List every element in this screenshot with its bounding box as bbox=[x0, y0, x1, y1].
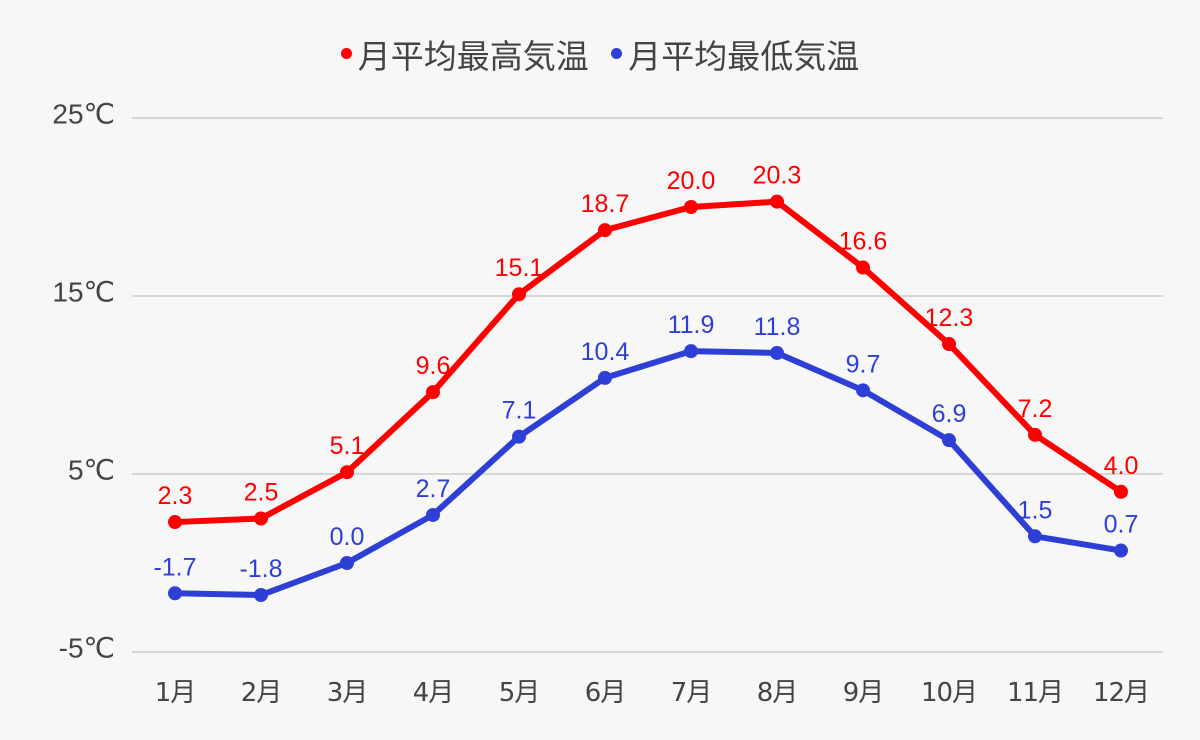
data-label: 11.8 bbox=[754, 313, 801, 341]
data-label: 9.6 bbox=[416, 352, 451, 380]
x-tick-label: 1月 bbox=[154, 678, 197, 708]
series-low: -1.7 -1.8 0.0 2.7 7.1 10.4 11.9 11.8 9.7 6.9 1.5 0.… bbox=[153, 311, 1139, 603]
data-label: 18.7 bbox=[581, 190, 630, 218]
legend-item-high[interactable]: 月平均最高気温 bbox=[340, 30, 589, 78]
data-label: 20.0 bbox=[667, 167, 716, 195]
data-point[interactable] bbox=[598, 370, 612, 385]
data-point[interactable] bbox=[856, 260, 870, 275]
data-point[interactable] bbox=[168, 586, 182, 601]
data-label: 11.9 bbox=[668, 311, 715, 339]
data-point[interactable] bbox=[770, 194, 784, 209]
x-tick-label: 2月 bbox=[240, 678, 283, 708]
data-label: 9.7 bbox=[846, 350, 881, 378]
data-label: 0.0 bbox=[330, 523, 365, 551]
data-label: 7.2 bbox=[1018, 395, 1053, 423]
x-tick-label: 8月 bbox=[756, 678, 799, 708]
data-point[interactable] bbox=[168, 515, 182, 530]
data-point[interactable] bbox=[512, 287, 526, 302]
data-point[interactable] bbox=[1028, 427, 1042, 442]
data-label: -1.7 bbox=[153, 553, 196, 581]
data-label: 2.5 bbox=[244, 479, 279, 507]
legend-dot-low-icon bbox=[611, 48, 623, 59]
data-point[interactable] bbox=[942, 433, 956, 448]
series-high: 2.3 2.5 5.1 9.6 15.1 18.7 20.0 20.3 16.6 12.3 7.2 4… bbox=[158, 162, 1139, 530]
data-label: 1.5 bbox=[1018, 496, 1053, 524]
y-tick-label: 15℃ bbox=[52, 276, 115, 308]
data-point[interactable] bbox=[512, 429, 526, 444]
legend-label-low: 月平均最低気温 bbox=[628, 36, 860, 76]
data-label: 5.1 bbox=[330, 432, 365, 460]
x-tick-label: 9月 bbox=[842, 678, 885, 708]
data-label: -1.8 bbox=[239, 555, 282, 583]
data-label: 4.0 bbox=[1104, 452, 1139, 480]
data-label: 16.6 bbox=[839, 228, 888, 256]
data-point[interactable] bbox=[684, 344, 698, 359]
data-label: 7.1 bbox=[502, 397, 537, 425]
data-label: 10.4 bbox=[581, 338, 630, 366]
data-label: 2.7 bbox=[416, 475, 451, 503]
data-point[interactable] bbox=[1114, 484, 1128, 499]
data-label: 0.7 bbox=[1104, 511, 1139, 539]
x-tick-label: 4月 bbox=[412, 678, 455, 708]
data-point[interactable] bbox=[426, 507, 440, 522]
data-label: 20.3 bbox=[753, 162, 802, 190]
data-point[interactable] bbox=[1114, 543, 1128, 558]
data-point[interactable] bbox=[1028, 529, 1042, 544]
x-tick-label: 11月 bbox=[1006, 678, 1064, 708]
data-point[interactable] bbox=[684, 200, 698, 214]
data-point[interactable] bbox=[340, 556, 354, 570]
data-point[interactable] bbox=[942, 337, 956, 352]
data-label: 2.3 bbox=[158, 482, 193, 510]
data-point[interactable] bbox=[426, 385, 440, 400]
x-tick-label: 7月 bbox=[670, 678, 713, 708]
y-tick-label: 5℃ bbox=[67, 454, 115, 486]
data-point[interactable] bbox=[340, 465, 354, 480]
data-point[interactable] bbox=[254, 511, 268, 526]
legend-label-high: 月平均最高気温 bbox=[357, 36, 589, 76]
x-tick-label: 3月 bbox=[326, 678, 369, 708]
legend: 月平均最高気温 月平均最低気温 bbox=[0, 28, 1200, 78]
y-tick-label: -5℃ bbox=[58, 632, 115, 664]
data-label: 15.1 bbox=[495, 254, 544, 282]
y-tick-label: 25℃ bbox=[52, 98, 115, 130]
data-label: 12.3 bbox=[925, 304, 974, 332]
data-point[interactable] bbox=[856, 383, 870, 398]
data-point[interactable] bbox=[770, 345, 784, 360]
x-tick-label: 12月 bbox=[1092, 678, 1150, 708]
series-line bbox=[174, 198, 1123, 526]
legend-item-low[interactable]: 月平均最低気温 bbox=[611, 30, 859, 78]
x-tick-label: 6月 bbox=[584, 678, 627, 708]
x-tick-label: 10月 bbox=[920, 678, 978, 708]
data-label: 6.9 bbox=[932, 400, 967, 428]
legend-dot-high-icon bbox=[340, 48, 352, 59]
data-point[interactable] bbox=[254, 588, 268, 603]
data-point[interactable] bbox=[598, 223, 612, 238]
x-tick-label: 5月 bbox=[498, 678, 541, 708]
series-line bbox=[174, 348, 1122, 599]
